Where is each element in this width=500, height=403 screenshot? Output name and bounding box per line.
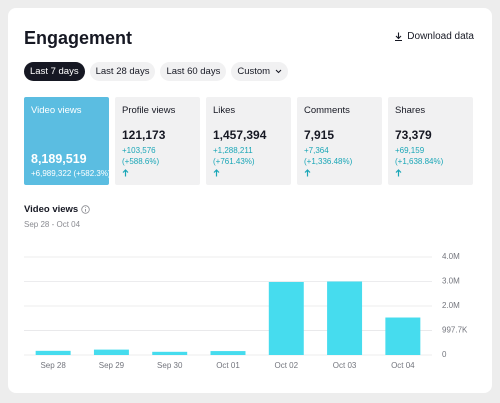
- metric-value: 7,915: [304, 128, 335, 142]
- metric-change: +103,576: [122, 146, 156, 155]
- tab-label: Last 60 days: [166, 66, 221, 77]
- bar: [210, 351, 246, 355]
- metric-percent: (+588.6%): [122, 157, 160, 166]
- tab-label: Last 28 days: [95, 66, 150, 77]
- tabs: Last 7 days Last 28 days Last 60 days Custo…: [24, 62, 289, 81]
- title: Engagement: [24, 28, 133, 48]
- metric-card[interactable]: Likes 1,457,394 +1,288,211 (+761.43%): [206, 97, 291, 185]
- metric-card[interactable]: Comments 7,915 +7,364 (+1,336.48%): [297, 97, 382, 185]
- metric-value: 1,457,394: [213, 128, 267, 142]
- chart-title: Video views: [24, 204, 90, 215]
- tab[interactable]: Last 7 days: [24, 62, 85, 81]
- chart-subtitle: Sep 28 - Oct 04: [24, 220, 81, 229]
- info-icon[interactable]: [81, 205, 90, 214]
- chevron: [275, 69, 282, 74]
- bar: [268, 281, 304, 355]
- metric-percent: (+1,638.84%): [395, 157, 444, 166]
- download-label: Download data: [407, 31, 474, 42]
- metric-name: Profile views: [122, 105, 176, 116]
- metric-value: 121,173: [122, 128, 166, 142]
- bar: [385, 317, 421, 355]
- tab[interactable]: Last 28 days: [89, 62, 156, 81]
- download-button[interactable]: Download data: [394, 31, 474, 42]
- x-tick-label: Oct 02: [274, 361, 298, 370]
- metric-change: +7,364: [304, 146, 329, 155]
- bar: [152, 351, 188, 355]
- metric-name: Likes: [213, 105, 236, 116]
- panel: Engagement Download data Last 7 days Last…: [8, 8, 492, 393]
- x-tick-label: Sep 30: [157, 361, 183, 370]
- tab[interactable]: Last 60 days: [160, 62, 227, 81]
- x-tick-label: Oct 03: [333, 361, 357, 370]
- up-arrow-icon: [304, 169, 311, 177]
- metric-percent: (+1,336.48%): [304, 157, 353, 166]
- y-tick-label: 2.0M: [442, 301, 460, 310]
- metric-card[interactable]: Video views 8,189,519 +6,989,322 (+582.3%): [24, 97, 109, 185]
- bar: [327, 281, 363, 355]
- metric-change: +1,288,211: [213, 146, 253, 155]
- metric-change: +6,989,322 (+582.3%): [31, 169, 109, 178]
- tab-label: Last 7 days: [30, 66, 79, 77]
- up-arrow: [304, 169, 311, 177]
- bar: [93, 349, 129, 355]
- bar: [35, 350, 71, 355]
- metric-percent: (+761.43%): [213, 157, 255, 166]
- metric-change: +69,159: [395, 146, 425, 155]
- metric-value: 8,189,519: [31, 152, 87, 166]
- y-tick-label: 0: [442, 350, 447, 359]
- up-arrow-icon: [122, 169, 129, 177]
- chevron-icon: [275, 69, 282, 74]
- download-icon: [395, 32, 403, 41]
- up-arrow-icon: [395, 169, 402, 177]
- metric-change-percent: (+582.3%): [73, 169, 110, 178]
- metrics: Video views 8,189,519 +6,989,322 (+582.3%)…: [24, 97, 473, 185]
- metric-card[interactable]: Shares 73,379 +69,159 (+1,638.84%): [388, 97, 473, 185]
- x-tick-label: Sep 28: [40, 361, 66, 370]
- metric-value: 73,379: [395, 128, 432, 142]
- metric-name: Comments: [304, 105, 350, 116]
- y-tick-label: 4.0M: [442, 252, 460, 261]
- x-tick-label: Oct 04: [391, 361, 415, 370]
- chart-title-text: Video views: [24, 204, 79, 215]
- up-arrow: [213, 169, 220, 177]
- tab[interactable]: Custom: [231, 62, 289, 81]
- y-tick-label: 997.7K: [442, 326, 468, 335]
- up-arrow: [395, 169, 402, 177]
- metric-card[interactable]: Profile views 121,173 +103,576 (+588.6%): [115, 97, 200, 185]
- tab-label: Custom: [237, 66, 271, 77]
- up-arrow: [122, 169, 129, 177]
- x-tick-label: Sep 29: [99, 361, 125, 370]
- metric-name: Video views: [31, 105, 82, 116]
- up-arrow-icon: [213, 169, 220, 177]
- chart: 0 997.7K 2.0M 3.0M 4.0M Sep 28 Sep 29 Sep 30 Oct…: [24, 252, 468, 370]
- x-tick-label: Oct 01: [216, 361, 240, 370]
- metric-change-value: +6,989,322: [31, 169, 72, 178]
- metric-name: Shares: [395, 105, 426, 116]
- y-tick-label: 3.0M: [442, 277, 460, 286]
